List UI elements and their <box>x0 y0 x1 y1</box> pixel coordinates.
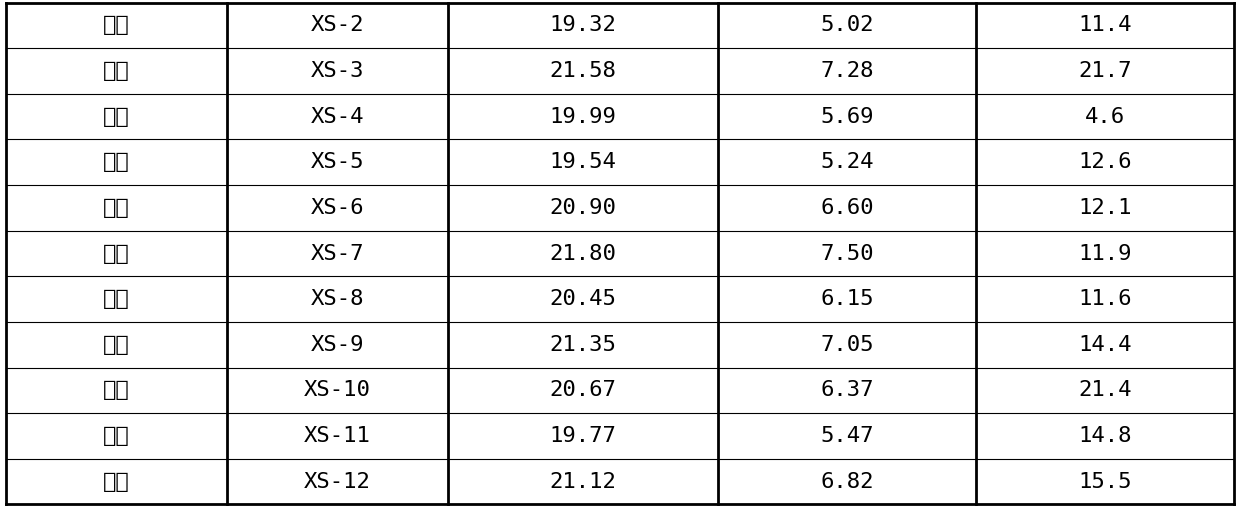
Text: 21.12: 21.12 <box>549 472 616 492</box>
Text: 20.67: 20.67 <box>549 380 616 401</box>
Text: 三区: 三区 <box>103 380 130 401</box>
Text: 一区: 一区 <box>103 61 130 81</box>
Text: 6.60: 6.60 <box>821 198 874 218</box>
Text: XS-2: XS-2 <box>311 15 365 35</box>
Text: 5.47: 5.47 <box>821 426 874 446</box>
Text: 二区: 二区 <box>103 243 130 264</box>
Text: 二区: 二区 <box>103 198 130 218</box>
Text: XS-10: XS-10 <box>304 380 371 401</box>
Text: 19.77: 19.77 <box>549 426 616 446</box>
Text: 19.54: 19.54 <box>549 152 616 172</box>
Text: 一区: 一区 <box>103 15 130 35</box>
Text: 4.6: 4.6 <box>1085 106 1125 127</box>
Text: 14.4: 14.4 <box>1078 335 1132 355</box>
Text: 三区: 三区 <box>103 472 130 492</box>
Text: 6.37: 6.37 <box>821 380 874 401</box>
Text: 11.4: 11.4 <box>1078 15 1132 35</box>
Text: XS-4: XS-4 <box>311 106 365 127</box>
Text: 12.1: 12.1 <box>1078 198 1132 218</box>
Text: 14.8: 14.8 <box>1078 426 1132 446</box>
Text: XS-11: XS-11 <box>304 426 371 446</box>
Text: XS-9: XS-9 <box>311 335 365 355</box>
Text: XS-8: XS-8 <box>311 289 365 309</box>
Text: 11.6: 11.6 <box>1078 289 1132 309</box>
Text: 19.99: 19.99 <box>549 106 616 127</box>
Text: 一区: 一区 <box>103 106 130 127</box>
Text: 21.58: 21.58 <box>549 61 616 81</box>
Text: 21.4: 21.4 <box>1078 380 1132 401</box>
Text: XS-5: XS-5 <box>311 152 365 172</box>
Text: 7.50: 7.50 <box>821 243 874 264</box>
Text: 6.15: 6.15 <box>821 289 874 309</box>
Text: 5.69: 5.69 <box>821 106 874 127</box>
Text: 三区: 三区 <box>103 426 130 446</box>
Text: 7.05: 7.05 <box>821 335 874 355</box>
Text: 20.45: 20.45 <box>549 289 616 309</box>
Text: 5.02: 5.02 <box>821 15 874 35</box>
Text: 12.6: 12.6 <box>1078 152 1132 172</box>
Text: 21.7: 21.7 <box>1078 61 1132 81</box>
Text: 15.5: 15.5 <box>1078 472 1132 492</box>
Text: 11.9: 11.9 <box>1078 243 1132 264</box>
Text: 19.32: 19.32 <box>549 15 616 35</box>
Text: XS-3: XS-3 <box>311 61 365 81</box>
Text: 5.24: 5.24 <box>821 152 874 172</box>
Text: 二区: 二区 <box>103 289 130 309</box>
Text: 21.35: 21.35 <box>549 335 616 355</box>
Text: 21.80: 21.80 <box>549 243 616 264</box>
Text: 二区: 二区 <box>103 152 130 172</box>
Text: XS-12: XS-12 <box>304 472 371 492</box>
Text: XS-6: XS-6 <box>311 198 365 218</box>
Text: 20.90: 20.90 <box>549 198 616 218</box>
Text: 7.28: 7.28 <box>821 61 874 81</box>
Text: 6.82: 6.82 <box>821 472 874 492</box>
Text: 三区: 三区 <box>103 335 130 355</box>
Text: XS-7: XS-7 <box>311 243 365 264</box>
